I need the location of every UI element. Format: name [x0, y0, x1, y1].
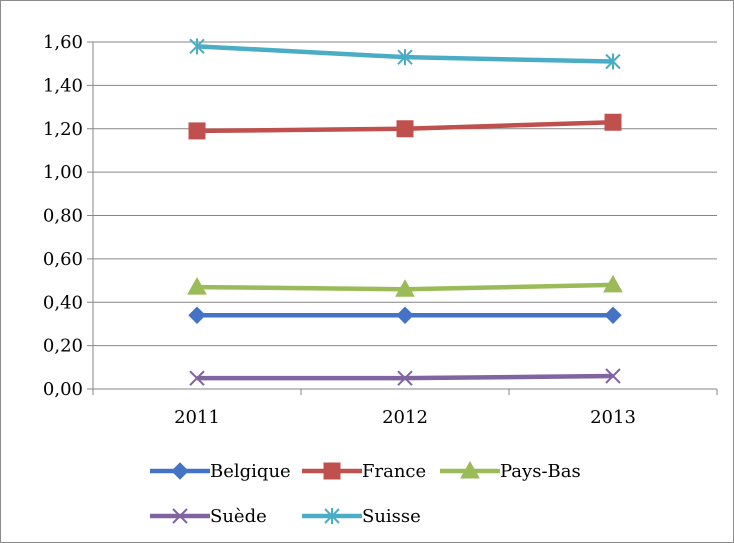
series-Pays-Bas [187, 274, 623, 297]
y-tick-label: 1,00 [43, 162, 83, 183]
legend-label: Pays-Bas [500, 461, 581, 482]
y-tick-labels: 0,00 0,20 0,40 0,60 0,80 1,00 1,20 1,40 1,60 [43, 32, 83, 400]
legend-item: Pays-Bas [440, 460, 581, 482]
series-lines [187, 38, 623, 386]
legend-item: Belgique [150, 461, 291, 482]
y-tick-label: 0,60 [43, 249, 83, 270]
y-tick-label: 1,60 [43, 32, 83, 53]
gridlines [93, 41, 717, 347]
legend-item: Suisse [302, 506, 421, 527]
legend-marker [324, 508, 340, 524]
legend-item: Suède [150, 506, 267, 527]
series-Suisse [189, 38, 621, 70]
data-point [189, 370, 205, 386]
x-tick-label: 2012 [382, 407, 428, 428]
legend-label: Suède [210, 506, 267, 527]
y-tick-label: 1,40 [43, 75, 83, 96]
legend-marker [172, 508, 188, 524]
data-point [395, 279, 415, 297]
data-point [189, 38, 205, 55]
data-point [188, 122, 206, 140]
y-tick-label: 0,00 [43, 379, 83, 400]
legend-marker [460, 460, 480, 479]
legend-label: Suisse [362, 506, 421, 527]
data-point [397, 370, 413, 386]
y-tick-label: 0,80 [43, 206, 83, 227]
y-tick-label: 0,40 [43, 292, 83, 313]
data-point [604, 113, 622, 131]
x-tick-label: 2011 [174, 407, 220, 428]
y-tick-label: 0,20 [43, 336, 83, 357]
data-point [396, 120, 414, 138]
data-point [187, 277, 207, 295]
data-point [605, 53, 621, 70]
y-tick-label: 1,20 [43, 119, 83, 140]
axes [87, 41, 718, 395]
data-point [603, 274, 623, 293]
data-point [397, 49, 413, 66]
data-point [604, 306, 622, 324]
legend-item: France [302, 461, 426, 482]
series-Belgique [188, 306, 622, 324]
legend: Belgique France Pays-Bas Suède Suisse [150, 460, 581, 527]
series-France [188, 113, 622, 140]
data-point [396, 306, 414, 324]
data-point [188, 306, 206, 324]
legend-marker [171, 462, 189, 480]
x-tick-labels: 2011 2012 2013 [174, 407, 636, 428]
data-point [605, 368, 621, 384]
legend-marker [323, 462, 341, 480]
legend-label: France [362, 461, 426, 482]
x-tick-label: 2013 [590, 407, 636, 428]
series-Suède [189, 368, 621, 386]
legend-label: Belgique [210, 461, 291, 482]
